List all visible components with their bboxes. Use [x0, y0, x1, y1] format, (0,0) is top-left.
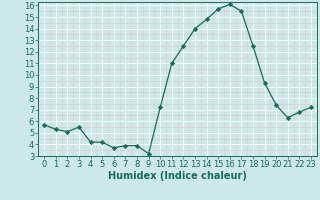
X-axis label: Humidex (Indice chaleur): Humidex (Indice chaleur) [108, 171, 247, 181]
